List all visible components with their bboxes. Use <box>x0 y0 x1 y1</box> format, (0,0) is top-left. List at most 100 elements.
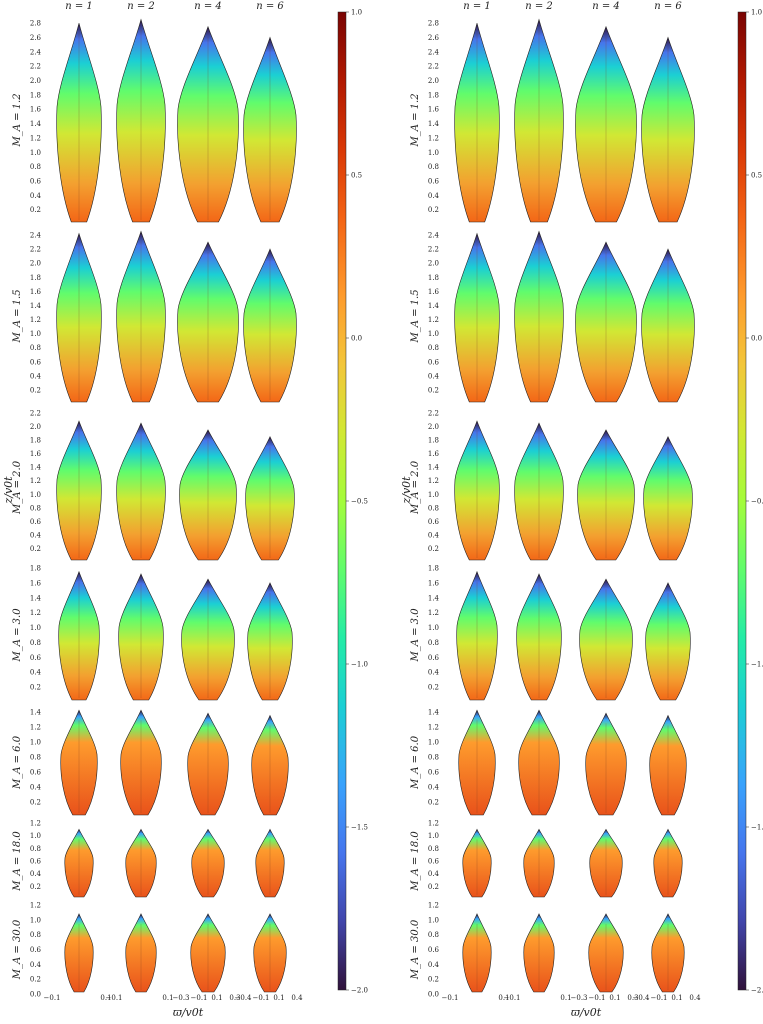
y-tick-label: 2.0 <box>428 260 439 268</box>
y-tick-label: 0.2 <box>30 883 41 891</box>
y-tick-label: 0.4 <box>428 531 440 539</box>
y-tick-label: 0.8 <box>428 753 439 761</box>
y-tick-label: 1.4 <box>30 302 42 310</box>
y-tick-label: 1.6 <box>428 450 440 458</box>
y-tick-label: 1.4 <box>428 464 440 472</box>
y-tick-label: 1.8 <box>30 437 41 445</box>
y-tick-label: 1.2 <box>428 477 439 485</box>
y-tick-label: 0.6 <box>428 768 440 776</box>
y-tick-label: 1.8 <box>428 437 439 445</box>
y-tick-label: 1.0 <box>428 330 439 338</box>
x-tick-label: 0.4 <box>291 994 303 1002</box>
row-label: M_A = 3.0 <box>410 608 421 663</box>
y-tick-label: 1.2 <box>30 902 41 910</box>
y-tick-label: 0.6 <box>428 177 440 185</box>
colorbar-tick-label: 0.0 <box>351 335 362 343</box>
y-tick-label: 1.0 <box>30 738 41 746</box>
y-tick-label: 1.2 <box>30 820 41 828</box>
y-tick-label: 0.8 <box>30 753 41 761</box>
x-tick-label: −0.1 <box>504 994 521 1002</box>
row-label: M_A = 6.0 <box>12 735 23 790</box>
y-tick-label: 0.4 <box>428 669 440 677</box>
y-tick-label: 0.2 <box>30 545 41 553</box>
y-tick-label: 1.4 <box>428 594 440 602</box>
y-tick-label: 1.6 <box>30 106 42 114</box>
x-tick-label: 0.1 <box>498 994 509 1002</box>
y-tick-label: 2.2 <box>428 246 439 254</box>
y-tick-label: 1.6 <box>30 450 42 458</box>
y-tick-label: 0.6 <box>428 858 440 866</box>
y-tick-label: 1.0 <box>428 832 439 840</box>
y-tick-label: 1.6 <box>30 579 42 587</box>
y-tick-label: 2.0 <box>30 260 41 268</box>
y-tick-label: 1.8 <box>30 565 41 573</box>
y-tick-label: 1.8 <box>428 91 439 99</box>
y-tick-label: 1.0 <box>428 624 439 632</box>
y-tick-label: 0.8 <box>428 931 439 939</box>
column-label-2: n = 2 <box>525 1 553 12</box>
row-label: M_A = 1.5 <box>12 289 23 343</box>
x-tick-label: 0.1 <box>162 994 173 1002</box>
colorbar <box>737 11 747 991</box>
x-tick-label: 0.1 <box>100 994 111 1002</box>
y-tick-label: 0.6 <box>428 654 440 662</box>
colorbar-tick-label: −2.0 <box>351 987 368 995</box>
y-tick-label: 1.2 <box>30 723 41 731</box>
y-tick-label: 0.8 <box>428 163 439 171</box>
y-tick-label: 0.0 <box>30 991 41 999</box>
column-label-3: n = 4 <box>592 1 620 12</box>
row-label: M_A = 2.0 <box>12 460 23 515</box>
y-tick-label: 1.0 <box>428 738 439 746</box>
y-tick-label: 1.4 <box>30 594 42 602</box>
row-label: M_A = 18.0 <box>410 831 421 892</box>
y-tick-label: 1.4 <box>30 464 42 472</box>
x-tick-label: 0.1 <box>211 994 222 1002</box>
colorbar-tick-label: −0.5 <box>351 498 368 506</box>
row-label: M_A = 1.2 <box>12 93 23 147</box>
x-tick-label: −0.1 <box>191 994 208 1002</box>
y-tick-label: 0.4 <box>30 531 42 539</box>
y-tick-label: 0.4 <box>428 783 440 791</box>
y-tick-label: 1.0 <box>428 916 439 924</box>
y-tick-label: 2.8 <box>428 20 439 28</box>
y-tick-label: 2.2 <box>30 246 41 254</box>
y-tick-label: 0.2 <box>428 386 439 394</box>
y-tick-label: 1.0 <box>30 149 41 157</box>
colorbar-tick-label: 0.0 <box>751 335 762 343</box>
x-axis-title: ϖ/v0t <box>571 1006 602 1019</box>
row-label: M_A = 30.0 <box>410 919 421 980</box>
y-tick-label: 0.6 <box>30 858 42 866</box>
colorbar-tick-label: 1.0 <box>751 9 762 17</box>
y-tick-label: 0.4 <box>428 192 440 200</box>
y-tick-label: 0.6 <box>30 358 42 366</box>
y-tick-label: 0.8 <box>30 845 41 853</box>
column-label-4: n = 6 <box>654 1 682 12</box>
y-tick-label: 2.8 <box>30 20 41 28</box>
x-tick-label: −0.1 <box>589 994 606 1002</box>
colorbar-tick-label: −1.0 <box>351 661 368 669</box>
colorbar-tick-label: 1.0 <box>351 9 362 17</box>
y-tick-label: 0.6 <box>428 358 440 366</box>
x-tick-label: 0.3 <box>627 994 638 1002</box>
y-tick-label: 1.2 <box>428 134 439 142</box>
x-tick-label: 0.1 <box>560 994 571 1002</box>
colorbar-tick-label: 0.5 <box>751 172 762 180</box>
y-tick-label: 0.2 <box>428 545 439 553</box>
y-tick-label: 0.6 <box>30 518 42 526</box>
colorbar-tick-label: −0.5 <box>751 498 763 506</box>
y-tick-label: 1.6 <box>30 288 42 296</box>
y-tick-label: 1.2 <box>428 723 439 731</box>
x-tick-label: 0.1 <box>671 994 682 1002</box>
y-tick-label: 2.2 <box>30 410 41 418</box>
column-label-2: n = 2 <box>127 1 155 12</box>
y-tick-label: 1.6 <box>428 106 440 114</box>
y-tick-label: 2.4 <box>428 232 440 240</box>
x-tick-label: −0.1 <box>442 994 459 1002</box>
y-tick-label: 1.0 <box>428 149 439 157</box>
colorbar-tick-label: −1.5 <box>751 824 763 832</box>
y-tick-label: 1.0 <box>30 832 41 840</box>
y-tick-label: 0.2 <box>428 206 439 214</box>
colorbar-tick-label: −1.0 <box>751 661 763 669</box>
column-label-1: n = 1 <box>463 1 491 12</box>
